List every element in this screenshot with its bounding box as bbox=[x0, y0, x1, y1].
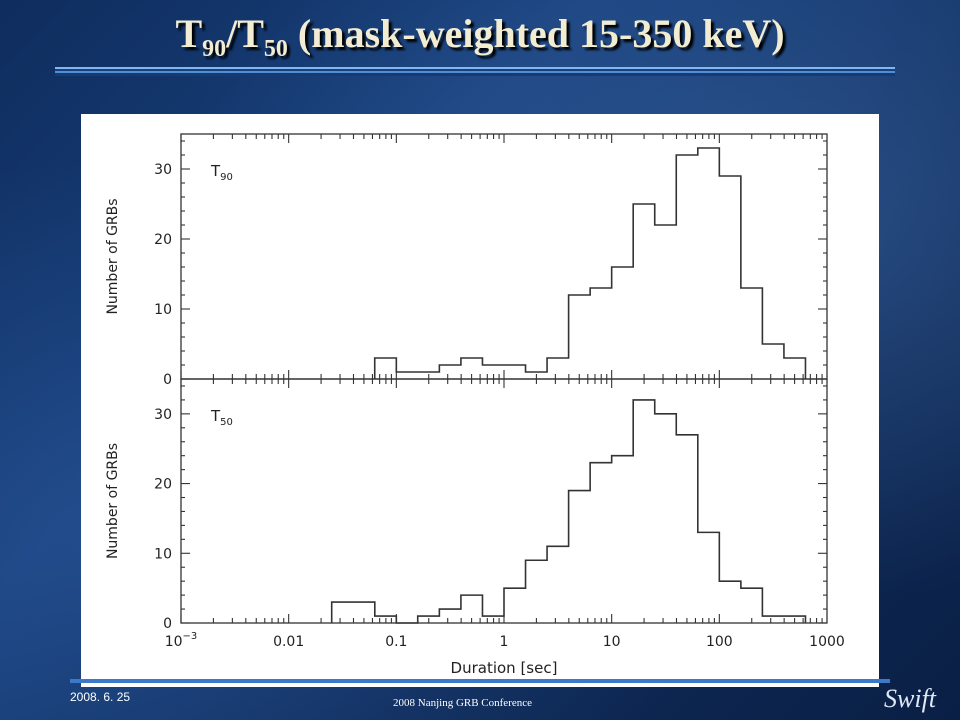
footer-date: 2008. 6. 25 bbox=[70, 690, 131, 704]
title-underline bbox=[55, 67, 895, 76]
footer-conference: 2008 Nanjing GRB Conference bbox=[393, 697, 532, 709]
y-tick-label: 30 bbox=[154, 407, 172, 423]
footer-rule bbox=[70, 679, 890, 683]
y-axis-label: Number of GRBs bbox=[105, 198, 121, 314]
x-axis-label: Duration [sec] bbox=[451, 659, 558, 677]
panel-label: T50 bbox=[210, 407, 233, 428]
histogram-chart: 0 10 20 30 Number of GRBs T90 0 10 20 30 Number of… bbox=[105, 133, 845, 677]
x-tick-label: 1 bbox=[500, 634, 509, 650]
chart-panel: 0 10 20 30 Number of GRBs T90 0 10 20 30 Number of… bbox=[81, 114, 879, 687]
y-tick-label: 0 bbox=[163, 616, 172, 632]
y-tick-label: 20 bbox=[154, 477, 172, 493]
y-tick-label: 10 bbox=[154, 302, 172, 318]
slide-title: T90/T50 (mask-weighted 15-350 keV) bbox=[175, 11, 785, 62]
x-tick-label: 10−3 bbox=[165, 631, 198, 650]
x-tick-label: 0.1 bbox=[385, 634, 407, 650]
y-tick-label: 30 bbox=[154, 162, 172, 178]
y-tick-label: 10 bbox=[154, 546, 172, 562]
swift-logo: Swift bbox=[884, 684, 937, 713]
plot-frame bbox=[180, 133, 828, 380]
x-tick-label: 100 bbox=[706, 634, 733, 650]
panel-label: T90 bbox=[210, 162, 233, 183]
y-tick-label: 0 bbox=[163, 372, 172, 388]
x-tick-label: 0.01 bbox=[273, 634, 304, 650]
x-tick-label: 1000 bbox=[809, 634, 845, 650]
plot-frame bbox=[180, 378, 828, 624]
histogram-series bbox=[373, 147, 807, 379]
y-axis-label: Number of GRBs bbox=[105, 443, 121, 559]
histogram-series bbox=[330, 399, 807, 624]
x-tick-label: 10 bbox=[603, 634, 621, 650]
y-tick-label: 20 bbox=[154, 232, 172, 248]
